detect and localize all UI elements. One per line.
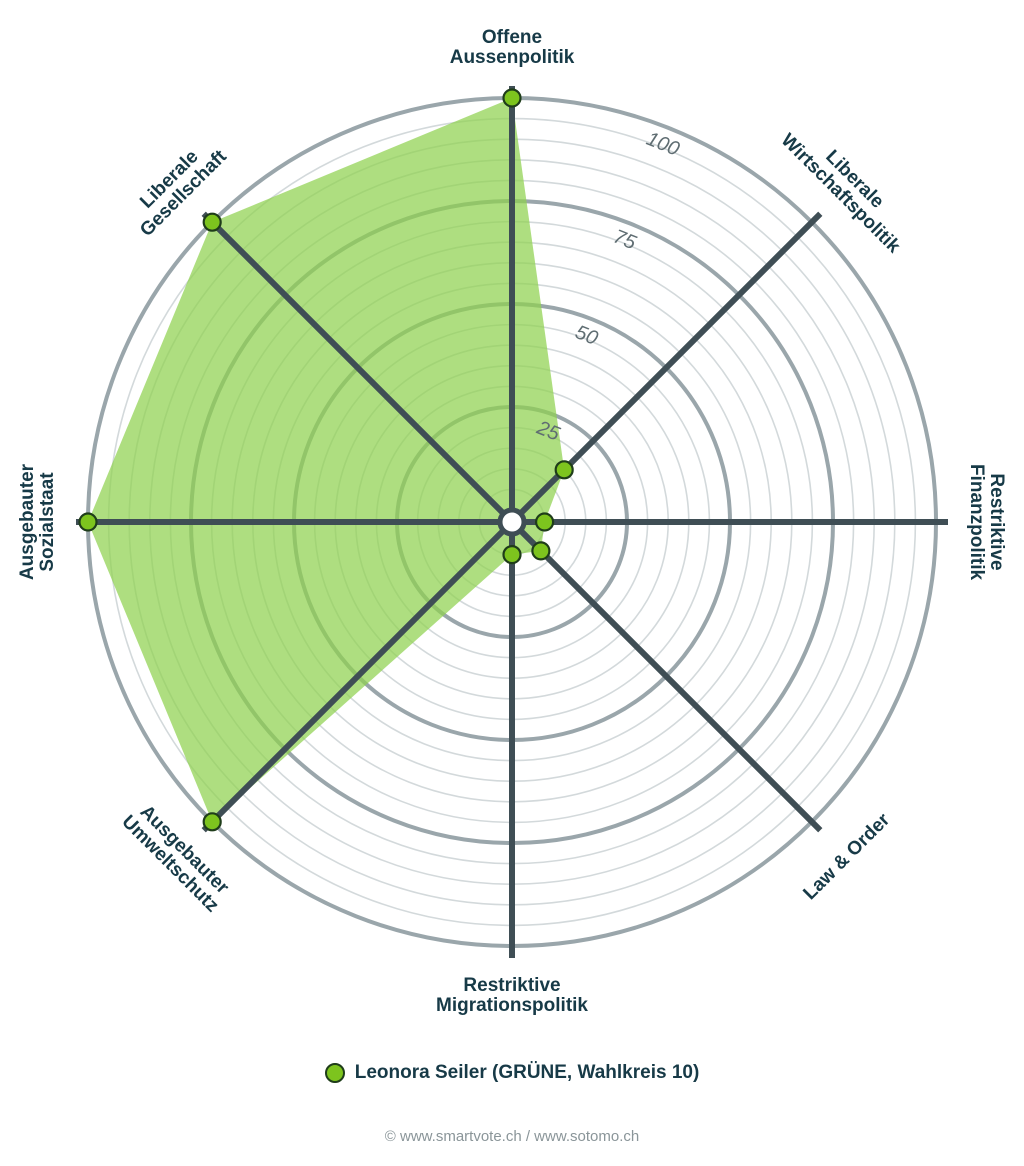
tick-label-75: 75: [610, 226, 640, 255]
data-point-liberale-gesellschaft: [202, 212, 222, 232]
axis-label-line: Migrationspolitik: [436, 995, 588, 1016]
data-point-liberale-wirtschaftspolitik: [554, 460, 574, 480]
data-point-law-and-order: [531, 541, 551, 561]
axis-line-law-and-order: [519, 529, 823, 833]
center-hole: [497, 507, 527, 537]
data-points: [78, 88, 574, 832]
axis-label-line: Restriktive: [463, 975, 560, 996]
axis-line-liberale-wirtschaftspolitik: [519, 211, 823, 515]
axis-label-line: Aussenpolitik: [450, 47, 575, 68]
data-point-restriktive-migrationspolitik: [502, 544, 522, 565]
axis-label-ausgebauter-sozialstaat: Ausgebauter Sozialstaat: [17, 463, 58, 580]
axis-line-liberale-gesellschaft: [201, 211, 505, 515]
axis-label-line: Restriktive: [986, 473, 1007, 570]
axis-label-line: Ausgebauter: [17, 463, 38, 580]
tick-label-50: 50: [572, 321, 601, 350]
source-credit: © www.smartvote.ch / www.sotomo.ch: [384, 1128, 640, 1145]
legend: Leonora Seiler (GRÜNE, Wahlkreis 10): [0, 1062, 1024, 1088]
legend-label: Leonora Seiler (GRÜNE, Wahlkreis 10): [354, 1062, 700, 1083]
axis-label-line: Sozialstaat: [37, 472, 58, 572]
axis-label-line: Offene: [482, 27, 542, 48]
series-area: [88, 98, 565, 822]
legend-marker: [324, 1063, 345, 1083]
axis-spokes: [76, 86, 948, 958]
data-point-offene-aussenpolitik: [502, 88, 522, 108]
data-point-ausgebauter-sozialstaat: [78, 512, 98, 532]
axis-line-ausgebauter-umweltschutz: [201, 529, 505, 833]
axis-label-line: Finanzpolitik: [966, 464, 987, 581]
data-point-ausgebauter-umweltschutz: [202, 812, 222, 832]
data-point-restriktive-finanzpolitik: [534, 512, 555, 532]
data-area: [88, 98, 565, 822]
